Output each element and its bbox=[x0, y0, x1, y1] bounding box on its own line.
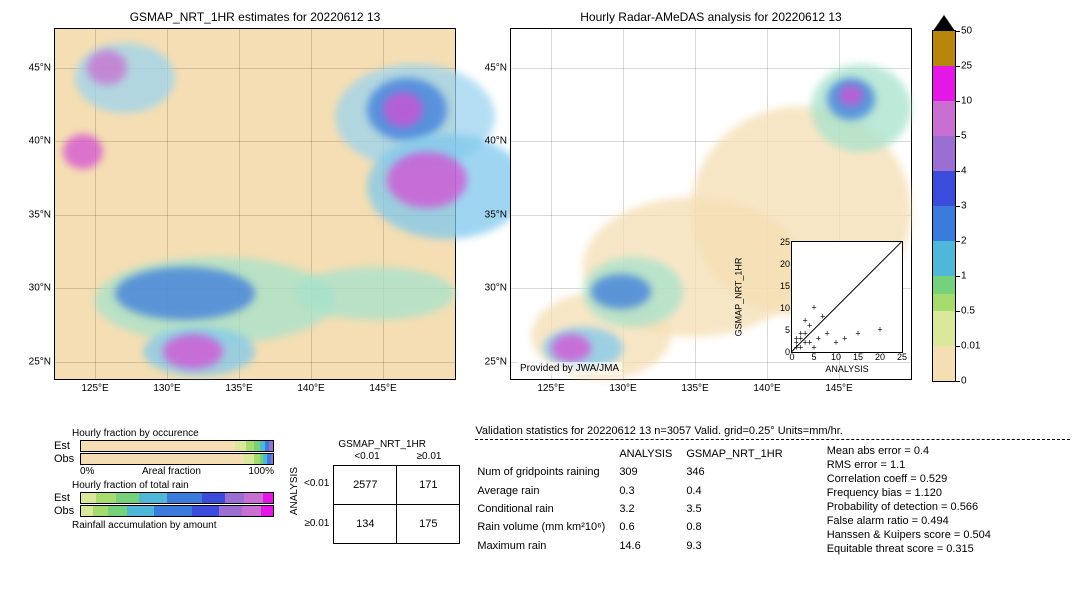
map-right-panel: Hourly Radar-AMeDAS analysis for 2022061… bbox=[510, 10, 912, 400]
validation-panel: Validation statistics for 20220612 13 n=… bbox=[475, 425, 1070, 556]
est-label-2: Est bbox=[54, 492, 76, 504]
val-col1: ANALYSIS bbox=[619, 446, 684, 462]
validation-title: Validation statistics for 20220612 13 n=… bbox=[475, 425, 1070, 440]
x-left: 0% bbox=[80, 466, 94, 477]
conf-cell-11: 175 bbox=[397, 505, 460, 544]
confusion-panel: ANALYSIS GSMAP_NRT_1HR <0.01≥0.01 <0.01 … bbox=[289, 427, 460, 556]
obs-label-2: Obs bbox=[54, 505, 76, 517]
est-label: Est bbox=[54, 440, 76, 452]
map-left-frame: 45°N40°N35°N30°N25°N125°E130°E135°E140°E… bbox=[54, 28, 456, 380]
validation-table: ANALYSISGSMAP_NRT_1HR Num of gridpoints … bbox=[475, 444, 796, 556]
val-col2: GSMAP_NRT_1HR bbox=[686, 446, 794, 462]
inset-scatter: ++++++++++++++++++++00551010151520202525… bbox=[791, 241, 903, 353]
stat-line: Mean abs error = 0.4 bbox=[827, 444, 991, 458]
map-left-title: GSMAP_NRT_1HR estimates for 20220612 13 bbox=[54, 10, 456, 24]
stat-line: False alarm ratio = 0.494 bbox=[827, 514, 991, 528]
rain-obs-bar bbox=[80, 505, 274, 517]
rain-title: Hourly fraction of total rain bbox=[72, 480, 274, 491]
conf-cell-10: 134 bbox=[334, 505, 397, 544]
obs-label: Obs bbox=[54, 453, 76, 465]
main-row: GSMAP_NRT_1HR estimates for 20220612 13 … bbox=[10, 10, 1070, 400]
stat-line: RMS error = 1.1 bbox=[827, 458, 991, 472]
conf-cell-00: 2577 bbox=[334, 466, 397, 505]
stats-list: Mean abs error = 0.4RMS error = 1.1Corre… bbox=[827, 444, 991, 556]
accum-title: Rainfall accumulation by amount bbox=[72, 520, 274, 531]
fraction-panel: Hourly fraction by occurence Est Obs 0% … bbox=[54, 425, 274, 556]
conf-row-0: <0.01 bbox=[304, 478, 333, 489]
stat-line: Hanssen & Kuipers score = 0.504 bbox=[827, 528, 991, 542]
map-left-panel: GSMAP_NRT_1HR estimates for 20220612 13 … bbox=[54, 10, 456, 400]
conf-col-1: ≥0.01 bbox=[398, 450, 460, 463]
map-right-title: Hourly Radar-AMeDAS analysis for 2022061… bbox=[510, 10, 912, 24]
conf-row-1: ≥0.01 bbox=[304, 518, 333, 529]
colorbar-container: 502510543210.50.010 bbox=[922, 10, 956, 400]
colorbar: 502510543210.50.010 bbox=[932, 30, 956, 382]
x-right: 100% bbox=[248, 466, 274, 477]
confusion-side-title: ANALYSIS bbox=[289, 467, 300, 515]
attribution: Provided by JWA/JMA bbox=[517, 362, 622, 375]
stat-line: Probability of detection = 0.566 bbox=[827, 500, 991, 514]
confusion-head-table: <0.01≥0.01 bbox=[304, 450, 460, 463]
x-mid: Areal fraction bbox=[142, 466, 201, 477]
occ-title: Hourly fraction by occurence bbox=[72, 428, 274, 439]
conf-cell-01: 171 bbox=[397, 466, 460, 505]
rain-est-bar bbox=[80, 492, 274, 504]
stat-line: Frequency bias = 1.120 bbox=[827, 486, 991, 500]
confusion-table: 2577171 134175 bbox=[333, 465, 460, 544]
occ-est-bar bbox=[80, 440, 274, 452]
confusion-title: GSMAP_NRT_1HR bbox=[304, 439, 460, 450]
map-right-frame: 45°N40°N35°N30°N25°N125°E130°E135°E140°E… bbox=[510, 28, 912, 380]
stat-line: Equitable threat score = 0.315 bbox=[827, 542, 991, 556]
conf-col-0: <0.01 bbox=[336, 450, 398, 463]
bottom-row: Hourly fraction by occurence Est Obs 0% … bbox=[10, 425, 1070, 556]
occ-obs-bar bbox=[80, 453, 274, 465]
stat-line: Correlation coeff = 0.529 bbox=[827, 472, 991, 486]
